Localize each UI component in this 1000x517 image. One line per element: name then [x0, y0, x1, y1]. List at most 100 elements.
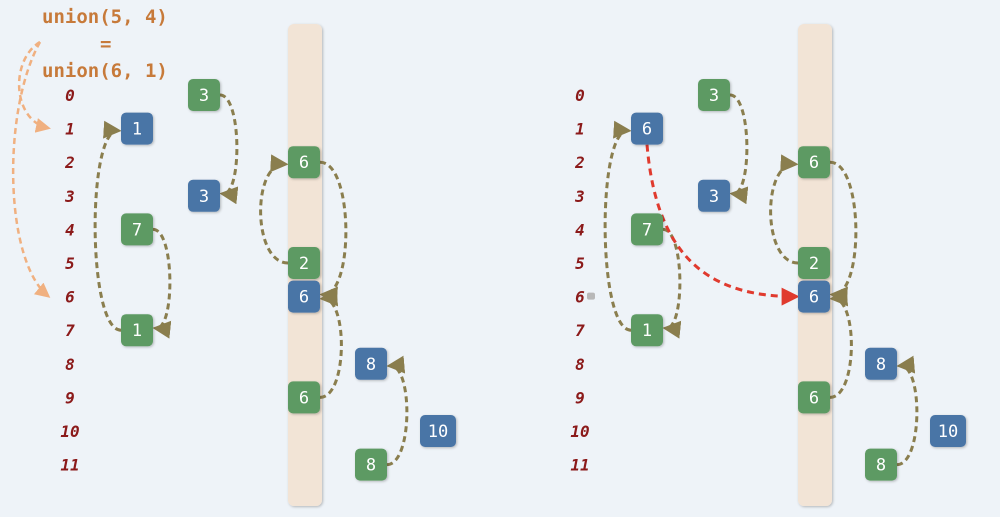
node-value: 6	[809, 388, 819, 408]
caption-line-3: union(6, 1)	[42, 60, 168, 82]
cursor-marker	[587, 292, 595, 300]
row-index-label: 1	[65, 120, 75, 139]
node-box	[698, 79, 730, 111]
parent-arrow	[729, 93, 749, 205]
row-index-label: 0	[65, 86, 75, 105]
row-index-label: 8	[575, 355, 585, 374]
row-index-label: 0	[575, 86, 585, 105]
node-box	[930, 415, 966, 447]
node-blue-row-1: 6	[631, 112, 663, 145]
node-box	[631, 213, 663, 246]
node-box	[355, 347, 387, 380]
node-box	[420, 415, 456, 447]
node-box	[865, 448, 897, 481]
caption-line-1: union(5, 4)	[42, 6, 168, 28]
node-box	[798, 146, 830, 179]
parent-arrow	[829, 288, 853, 399]
node-value: 1	[132, 120, 142, 140]
row-index-label: 4	[65, 220, 75, 239]
node-blue-row-6: 6	[288, 280, 320, 313]
node-green-row-5: 2	[798, 247, 830, 279]
node-value: 6	[299, 288, 309, 308]
parent-arrow	[896, 355, 919, 467]
parent-arrow	[152, 227, 172, 339]
node-blue-row-8: 8	[355, 347, 387, 380]
caption-pointer-arrow	[11, 41, 51, 298]
row-index-label: 6	[65, 288, 75, 307]
row-index-label: 10	[60, 422, 79, 441]
caption-line-2: =	[100, 33, 112, 55]
row-index-label: 9	[575, 388, 585, 407]
node-green-row-2: 6	[288, 146, 320, 179]
row-index-label: 7	[65, 321, 75, 340]
node-blue-row-10: 10	[420, 415, 456, 447]
node-value: 6	[299, 153, 309, 173]
union-link-arrow	[645, 144, 800, 306]
caption-pointer-arrow	[18, 40, 51, 133]
node-box	[288, 247, 320, 279]
parent-arrow	[93, 120, 122, 332]
node-green-row-5: 2	[288, 247, 320, 279]
node-blue-row-6: 6	[798, 280, 830, 313]
parent-arrow	[259, 154, 289, 265]
parent-arrow	[319, 288, 343, 399]
row-index-label: 10	[570, 422, 589, 441]
node-green-row-7: 1	[631, 314, 663, 347]
parent-arrow	[219, 93, 239, 205]
row-index-label: 8	[65, 355, 75, 374]
node-green-row-9: 6	[288, 381, 320, 414]
node-value: 1	[132, 321, 142, 341]
node-blue-row-10: 10	[930, 415, 966, 447]
node-value: 6	[642, 120, 652, 140]
row-index-label: 4	[575, 220, 585, 239]
node-value: 3	[199, 86, 209, 106]
node-green-row-7: 1	[121, 314, 153, 347]
node-value: 7	[132, 220, 142, 240]
node-green-row-11: 8	[865, 448, 897, 481]
row-index-label: 3	[64, 187, 75, 206]
row-index-label: 1	[575, 120, 585, 139]
node-box	[798, 247, 830, 279]
node-box	[121, 314, 153, 347]
row-index-label: 6	[575, 288, 585, 307]
node-box	[188, 179, 220, 212]
node-value: 2	[809, 254, 819, 274]
node-value: 6	[809, 288, 819, 308]
row-index-label: 7	[575, 321, 585, 340]
node-box	[288, 381, 320, 414]
node-box	[865, 347, 897, 380]
node-green-row-0: 3	[188, 79, 220, 111]
row-index-label: 11	[570, 456, 589, 475]
row-index-label: 5	[575, 254, 585, 273]
node-green-row-4: 7	[121, 213, 153, 246]
node-value: 8	[876, 355, 886, 375]
node-value: 1	[642, 321, 652, 341]
row-index-label: 11	[60, 456, 79, 475]
row-index-label: 9	[65, 388, 75, 407]
node-green-row-9: 6	[798, 381, 830, 414]
node-box	[188, 79, 220, 111]
node-box	[355, 448, 387, 481]
node-box	[698, 179, 730, 212]
row-index-label: 2	[574, 153, 585, 172]
node-green-row-2: 6	[798, 146, 830, 179]
node-value: 3	[199, 187, 209, 207]
node-value: 3	[709, 187, 719, 207]
node-green-row-11: 8	[355, 448, 387, 481]
node-value: 3	[709, 86, 719, 106]
node-value: 2	[299, 254, 309, 274]
parent-arrow	[829, 160, 858, 305]
parent-arrow	[386, 355, 409, 467]
node-box	[631, 112, 663, 145]
row-index-label: 3	[574, 187, 585, 206]
node-box	[288, 146, 320, 179]
node-green-row-4: 7	[631, 213, 663, 246]
node-value: 10	[428, 422, 448, 442]
node-box	[798, 280, 830, 313]
parent-arrow	[662, 227, 682, 339]
node-box	[121, 213, 153, 246]
row-index-label: 5	[65, 254, 75, 273]
node-blue-row-8: 8	[865, 347, 897, 380]
